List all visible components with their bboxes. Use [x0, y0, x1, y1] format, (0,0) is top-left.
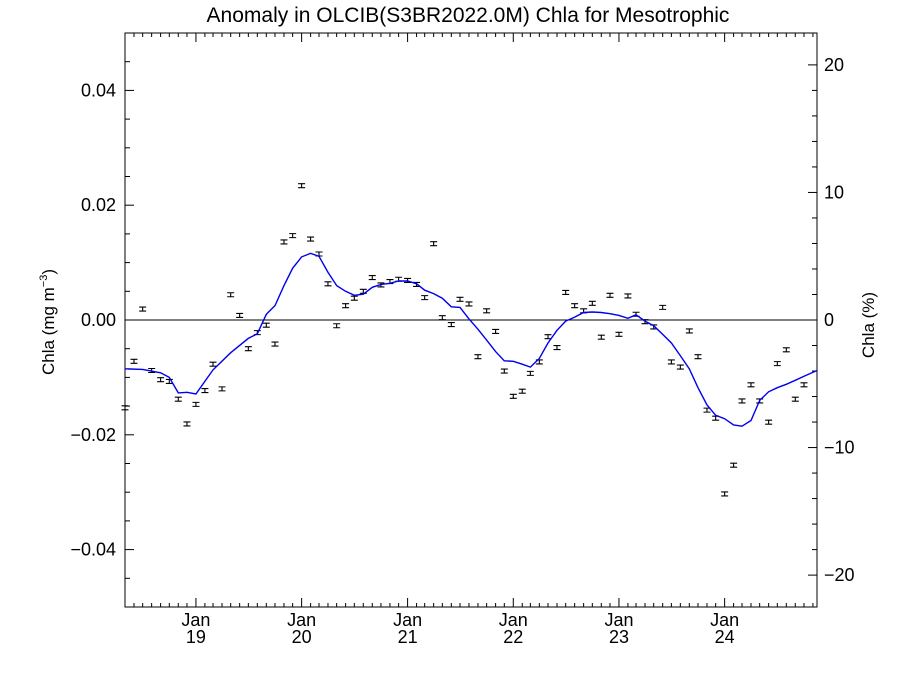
y2-tick-label: 0 — [824, 310, 834, 330]
data-point-errorbar — [192, 401, 200, 407]
y-axis-label: Chla (mg m−3) — [38, 269, 58, 375]
x-tick-label-month: Jan — [604, 610, 633, 630]
data-point-errorbar — [526, 370, 534, 376]
data-point-errorbar — [659, 304, 667, 310]
x-tick-label-year: 22 — [503, 627, 523, 647]
x-tick-label-month: Jan — [393, 610, 422, 630]
y2-axis-label: Chla (%) — [859, 292, 878, 358]
data-point-errorbar — [342, 303, 350, 309]
data-point-errorbar — [368, 274, 376, 281]
y2-tick-label: 20 — [824, 55, 844, 75]
x-tick-label-year: 19 — [186, 627, 206, 647]
data-point-errorbar — [244, 346, 252, 352]
data-point-errorbar — [421, 295, 429, 301]
data-point-errorbar — [333, 323, 341, 329]
x-tick-label-year: 24 — [715, 627, 735, 647]
plot-area: −0.04−0.020.000.020.04−20−1001020Jan19Ja… — [70, 32, 855, 647]
data-point-errorbar — [544, 334, 552, 340]
y-axis-label-close: ) — [39, 269, 58, 275]
x-tick-label-year: 20 — [292, 627, 312, 647]
y-axis-label-main: Chla (mg m — [39, 287, 58, 375]
data-point-errorbar — [500, 368, 508, 374]
data-point-errorbar — [738, 398, 746, 404]
data-point-errorbar — [615, 331, 623, 337]
y-axis-label-superscript: −3 — [38, 275, 50, 288]
y2-tick-label: 10 — [824, 182, 844, 202]
data-point-errorbar — [438, 315, 446, 321]
data-point-errorbar — [271, 341, 279, 347]
data-point-errorbar — [183, 421, 191, 427]
x-tick-label-year: 23 — [609, 627, 629, 647]
data-point-errorbar — [280, 239, 288, 245]
data-point-errorbar — [562, 289, 570, 295]
data-point-errorbar — [121, 405, 129, 411]
data-point-errorbar — [157, 377, 165, 383]
data-point-errorbar — [597, 334, 605, 340]
data-point-errorbar — [667, 359, 675, 365]
data-point-errorbar — [324, 281, 332, 287]
data-point-errorbar — [474, 354, 482, 360]
data-point-errorbar — [624, 293, 632, 299]
data-point-errorbar — [800, 382, 808, 388]
data-point-errorbar — [289, 233, 297, 239]
data-point-errorbar — [509, 393, 517, 399]
y-tick-label: −0.04 — [70, 540, 116, 560]
data-point-errorbar — [782, 347, 790, 353]
x-tick-label-month: Jan — [287, 610, 316, 630]
x-tick-label-month: Jan — [710, 610, 739, 630]
x-tick-label-month: Jan — [181, 610, 210, 630]
data-point-errorbar — [721, 491, 729, 497]
data-point-errorbar — [791, 396, 799, 402]
data-point-errorbar — [465, 301, 473, 307]
x-tick-label-year: 21 — [398, 627, 418, 647]
svg-text:Chla (mg m−3): Chla (mg m−3) — [38, 269, 58, 375]
data-point-errorbar — [307, 236, 315, 242]
y2-tick-label: −20 — [824, 565, 855, 585]
smoothed-anomaly-line — [124, 252, 818, 427]
y-tick-label: 0.00 — [81, 310, 116, 330]
data-point-errorbar — [262, 322, 270, 328]
data-point-errorbar — [174, 396, 182, 402]
data-point-errorbar — [606, 292, 614, 298]
data-point-errorbar — [553, 345, 561, 351]
data-point-errorbar — [730, 462, 738, 468]
data-point-errorbar — [765, 419, 773, 425]
data-point-errorbar — [694, 354, 702, 360]
data-point-errorbar — [209, 361, 217, 367]
data-point-errorbar — [747, 382, 755, 388]
data-point-errorbar — [139, 306, 147, 312]
data-point-errorbar — [201, 388, 209, 394]
data-point-errorbar — [571, 303, 579, 309]
data-point-errorbar — [350, 295, 358, 301]
data-point-errorbar — [165, 378, 173, 384]
data-point-errorbar — [588, 300, 596, 306]
data-point-errorbar — [456, 296, 464, 302]
y-tick-label: −0.02 — [70, 425, 116, 445]
y-tick-label: 0.02 — [81, 195, 116, 215]
data-point-errorbar — [130, 358, 138, 364]
data-point-errorbar — [218, 386, 226, 392]
chart-title: Anomaly in OLCIB(S3BR2022.0M) Chla for M… — [207, 4, 730, 27]
x-tick-label-month: Jan — [499, 610, 528, 630]
y-tick-label: 0.04 — [81, 80, 116, 100]
data-point-errorbar — [227, 292, 235, 298]
data-point-errorbar — [676, 364, 684, 370]
data-point-errorbar — [447, 322, 455, 328]
data-point-errorbar — [518, 388, 526, 394]
data-point-errorbar — [492, 328, 500, 335]
y2-tick-label: −10 — [824, 438, 855, 458]
data-point-errorbar — [773, 361, 781, 367]
data-point-errorbar — [298, 183, 306, 189]
data-point-errorbar — [685, 328, 693, 334]
y2-axis-label-text: Chla (%) — [859, 292, 878, 358]
data-point-errorbar — [483, 308, 491, 314]
data-point-errorbar — [236, 312, 244, 318]
data-point-errorbar — [430, 241, 438, 247]
